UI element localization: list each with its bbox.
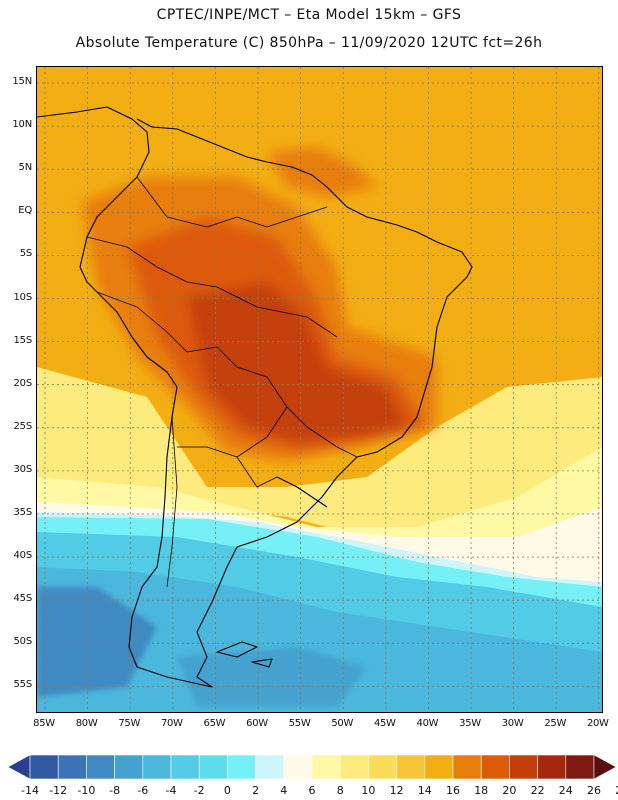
legend-tick-label: 8 [336,784,344,797]
legend-tick-label: -8 [109,784,121,797]
lon-label: 20W [586,718,609,729]
legend-swatch [424,754,454,780]
map-subtitle: Absolute Temperature (C) 850hPa – 11/09/… [75,35,543,51]
legend-tick-label: 26 [587,784,601,797]
legend-tick-label: 14 [417,784,432,797]
legend-tick-label: -4 [165,784,177,797]
legend-tick-label: -10 [77,784,96,797]
legend-tick-label: 6 [308,784,316,797]
lon-label: 80W [75,718,98,729]
legend-swatch [142,754,172,780]
cold-pool-south [177,647,367,707]
lon-label: 35W [459,718,481,729]
lon-label: 55W [288,718,311,729]
lon-label: 70W [160,718,183,729]
legend-tick-label: 4 [280,784,288,797]
legend-swatch [255,754,285,780]
legend-swatch [227,754,256,780]
lat-label: 35S [13,507,33,518]
legend-tick-label: 0 [223,784,231,797]
lon-label: 75W [118,718,141,729]
legend-min-arrow [8,754,31,780]
lat-label: 5N [18,162,33,174]
lon-label: 50W [331,718,354,729]
coastline [37,106,473,688]
lon-label: 60W [246,718,268,729]
lat-label: 5S [19,248,33,260]
legend-tick-label: 2 [252,784,260,797]
lat-label: 10N [12,119,32,131]
graticule [37,67,602,712]
legend-tick-label: -6 [137,784,149,797]
legend-tick-label: -12 [49,784,68,797]
legend-tick-label: -2 [193,784,205,797]
legend-swatch [57,754,87,780]
lat-label: 10S [13,291,33,303]
legend-swatch [339,754,369,780]
lat-label: 40S [13,550,33,562]
legend-tick-label: 20 [502,784,517,797]
legend-swatch [565,754,595,780]
legend-swatch [198,754,228,780]
lon-label: 25W [544,718,567,729]
temperature-map[interactable] [36,66,603,713]
legend-tick-label: 24 [558,784,573,797]
legend-swatch [29,754,59,780]
legend-tick-label: 16 [446,784,460,797]
lon-label: 65W [203,718,226,729]
legend-swatch [86,754,115,780]
map-title: CPTEC/INPE/MCT – Eta Model 15km – GFS [156,7,462,23]
lat-label: 20S [13,377,33,389]
lat-label: 55S [13,679,33,691]
lat-label: 50S [13,636,33,648]
legend-swatch [283,754,313,780]
legend-tick-label: 22 [530,784,545,797]
legend-tick-label: -14 [21,784,39,797]
legend-swatch [452,754,482,780]
country-borders [86,176,358,588]
lon-label: 85W [33,718,55,729]
coldest-zone [37,587,157,697]
legend-swatch [114,754,144,780]
heat-core [82,147,437,462]
legend-swatch [537,754,567,780]
legend-swatch [509,754,538,780]
legend-tick-label: 10 [361,784,376,797]
legend-swatch [396,754,426,780]
legend-swatch [170,754,200,780]
lon-label: 45W [373,718,396,729]
lat-label: 15S [13,334,33,346]
lat-label: 45S [13,593,33,605]
legend-tick-label: 12 [389,784,404,797]
legend-swatch [480,754,510,780]
legend-swatch [311,754,341,780]
lat-label: EQ [18,205,32,217]
lat-label: 30S [13,463,33,475]
legend-tick-label: 18 [474,784,489,797]
lon-label: 40W [416,718,439,729]
legend-tick-label: 28 [615,784,618,797]
legend-max-arrow [593,754,616,780]
lat-label: 15N [12,76,32,87]
colder-zone [37,567,602,712]
color-legend [8,754,616,780]
lon-label: 30W [501,718,524,729]
legend-swatch [368,754,397,780]
lat-label: 25S [13,420,33,432]
